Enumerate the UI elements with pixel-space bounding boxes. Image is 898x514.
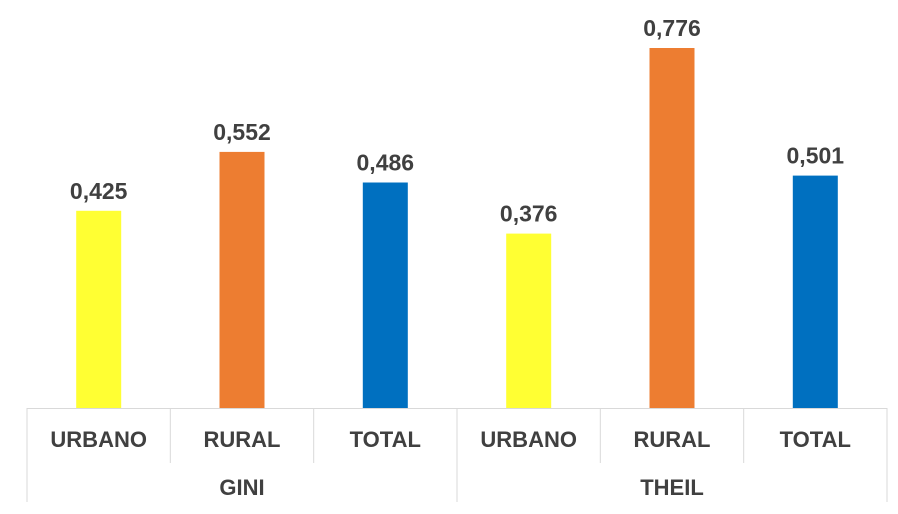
value-label-theil-rural: 0,776 — [643, 15, 701, 41]
value-label-theil-urbano: 0,376 — [500, 201, 558, 227]
category-label-gini-total: TOTAL — [350, 427, 421, 452]
value-label-theil-total: 0,501 — [787, 143, 845, 169]
bar-theil-total — [792, 175, 838, 408]
category-label-gini-urbano: URBANO — [50, 427, 147, 452]
bar-gini-rural — [219, 151, 265, 408]
value-label-gini-rural: 0,552 — [213, 119, 271, 145]
bar-theil-urbano — [506, 233, 552, 408]
value-label-gini-urbano: 0,425 — [70, 178, 128, 204]
bar-gini-total — [362, 182, 408, 408]
category-label-theil-urbano: URBANO — [480, 427, 577, 452]
bar-theil-rural — [649, 48, 695, 408]
category-label-theil-rural: RURAL — [634, 427, 711, 452]
value-label-gini-total: 0,486 — [357, 150, 415, 176]
value-labels-layer: 0,425 0,552 0,486 0,376 0,776 0,501 — [70, 15, 844, 227]
group-label-theil: THEIL — [640, 475, 704, 500]
category-label-theil-total: TOTAL — [780, 427, 851, 452]
bars-layer — [76, 48, 838, 408]
bar-gini-urbano — [76, 210, 122, 408]
group-label-gini: GINI — [219, 475, 264, 500]
category-axis: URBANO RURAL TOTAL URBANO RURAL TOTAL GINI THEI… — [26, 408, 888, 502]
category-label-gini-rural: RURAL — [204, 427, 281, 452]
